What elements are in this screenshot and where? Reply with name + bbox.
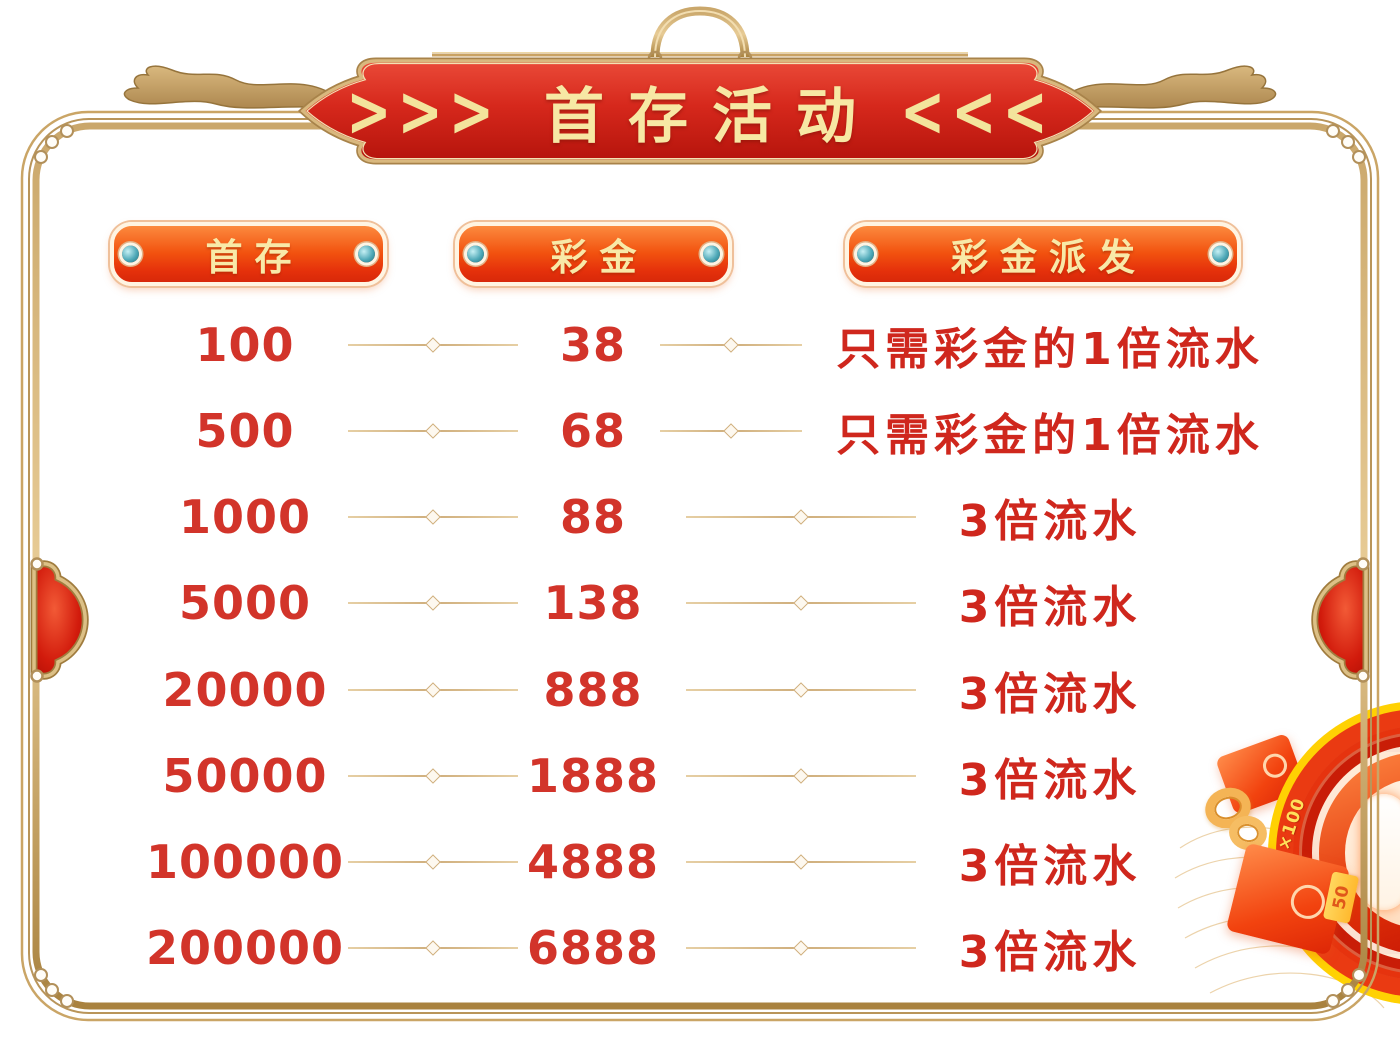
deposit-value: 20000 (162, 663, 328, 717)
bonus-value: 138 (543, 576, 643, 630)
deposit-value: 200000 (145, 921, 345, 975)
gem-icon (122, 245, 139, 263)
bonus-value: 68 (559, 404, 626, 458)
deposit-value: 1000 (178, 490, 312, 544)
column-header-label: 首存 (205, 236, 304, 279)
divider-ornament (660, 344, 802, 346)
divider-ornament (686, 516, 916, 518)
gem-icon (1212, 245, 1229, 263)
gem-icon (857, 245, 874, 263)
divider-ornament (686, 689, 916, 691)
gem-icon (358, 245, 375, 263)
gem-icon (703, 245, 720, 263)
chevrons-left-icon: >>> (346, 70, 500, 152)
column-header-bonus: 彩金 (455, 222, 732, 286)
divider-ornament (348, 775, 518, 777)
divider-ornament (348, 861, 518, 863)
table-row: 50000 1888 3倍流水 (0, 736, 1400, 816)
table-row: 100 38 只需彩金的1倍流水 (0, 305, 1400, 385)
divider-ornament (686, 861, 916, 863)
column-header-label: 彩金派发 (951, 236, 1147, 279)
payout-value: 只需彩金的1倍流水 (836, 324, 1264, 375)
divider-ornament (348, 430, 518, 432)
column-header-deposit: 首存 (110, 222, 387, 286)
bonus-value: 888 (543, 663, 643, 717)
table-row: 20000 888 3倍流水 (0, 650, 1400, 730)
title-banner: >>> 首存活动 <<< (298, 53, 1102, 169)
divider-ornament (348, 602, 518, 604)
divider-ornament (348, 947, 518, 949)
deposit-value: 5000 (178, 576, 312, 630)
deposit-value: 100 (195, 318, 295, 372)
payout-value: 3倍流水 (958, 669, 1142, 720)
table-row: 500 68 只需彩金的1倍流水 (0, 391, 1400, 471)
table-row: 200000 6888 3倍流水 (0, 908, 1400, 988)
deposit-value: 500 (195, 404, 295, 458)
deposit-value: 50000 (162, 749, 328, 803)
bonus-value: 88 (559, 490, 626, 544)
table-row: 1000 88 3倍流水 (0, 477, 1400, 557)
divider-ornament (686, 775, 916, 777)
payout-value: 3倍流水 (958, 927, 1142, 978)
bonus-value: 4888 (526, 835, 660, 889)
deposit-value: 100000 (145, 835, 345, 889)
table-row: 5000 138 3倍流水 (0, 563, 1400, 643)
payout-value: 只需彩金的1倍流水 (836, 410, 1264, 461)
divider-ornament (348, 344, 518, 346)
column-header-payout: 彩金派发 (845, 222, 1241, 286)
banner-plaque (298, 57, 1102, 165)
bonus-value: 38 (559, 318, 626, 372)
payout-value: 3倍流水 (958, 496, 1142, 547)
divider-ornament (348, 689, 518, 691)
payout-value: 3倍流水 (958, 755, 1142, 806)
chevrons-right-icon: <<< (900, 70, 1054, 152)
bonus-value: 6888 (526, 921, 660, 975)
divider-ornament (348, 516, 518, 518)
divider-ornament (686, 602, 916, 604)
payout-value: 3倍流水 (958, 582, 1142, 633)
payout-value: 3倍流水 (958, 841, 1142, 892)
column-header-label: 彩金 (550, 236, 649, 279)
divider-ornament (660, 430, 802, 432)
divider-ornament (686, 947, 916, 949)
page-title: 首存活动 (544, 81, 880, 152)
table-row: 100000 4888 3倍流水 (0, 822, 1400, 902)
bonus-value: 1888 (526, 749, 660, 803)
gem-icon (467, 245, 484, 263)
